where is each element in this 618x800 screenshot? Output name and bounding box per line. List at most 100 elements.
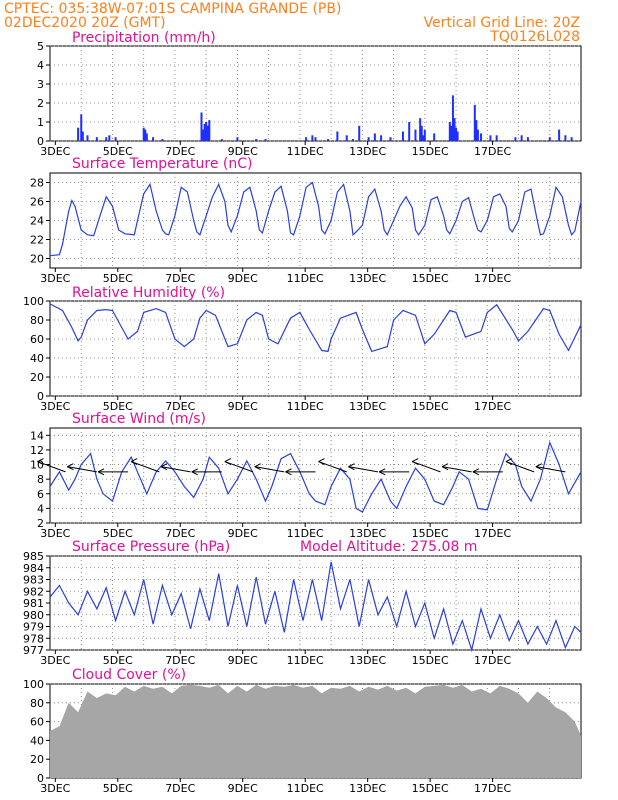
cloud-ytick-label: 0 xyxy=(37,772,44,785)
wind-arrow-head xyxy=(348,466,355,471)
precip-bar xyxy=(80,114,83,141)
pres-ytick-label: 983 xyxy=(23,574,44,587)
cloud-ytick-label: 40 xyxy=(30,734,44,747)
precip-bar xyxy=(373,133,376,141)
header-grid-info: Vertical Grid Line: 20Z xyxy=(424,15,580,31)
pres-xtick-label: 15DEC xyxy=(412,654,449,667)
wind-arrow xyxy=(285,468,316,476)
wind-arrow-head xyxy=(160,463,168,468)
wind-ytick-label: 2 xyxy=(37,517,44,530)
precip-bar xyxy=(475,120,478,141)
wind-arrow xyxy=(378,468,410,476)
pres-xtick-label: 17DEC xyxy=(474,654,511,667)
pres-xtick-label: 3DEC xyxy=(40,654,70,667)
wind-xtick-label: 3DEC xyxy=(40,527,70,540)
header-location: CPTEC: 035:38W-07:01S CAMPINA GRANDE (PB… xyxy=(4,1,341,17)
wind-arrow-head xyxy=(472,471,480,476)
precip-bar xyxy=(476,129,479,141)
rh-xtick-label: 15DEC xyxy=(412,400,449,413)
precip-bar xyxy=(336,131,339,141)
temp-ytick-label: 28 xyxy=(30,177,44,190)
precip-ytick-label: 1 xyxy=(37,116,44,129)
wind-ytick-label: 8 xyxy=(37,473,44,486)
wind-arrow-shaft xyxy=(160,466,191,473)
temp-xtick-label: 13DEC xyxy=(349,272,386,285)
rh-xtick-label: 7DEC xyxy=(165,400,195,413)
precip-bar xyxy=(450,125,453,141)
precip-bar xyxy=(414,129,417,141)
wind-arrow xyxy=(224,458,254,473)
cloud-xtick-label: 15DEC xyxy=(412,782,449,795)
precip-bar xyxy=(455,127,458,141)
wind-arrow xyxy=(412,458,441,473)
rh-xtick-label: 5DEC xyxy=(103,400,133,413)
temp-xtick-label: 3DEC xyxy=(40,272,70,285)
wind-arrow-shaft xyxy=(348,466,379,473)
precip-bar xyxy=(564,135,567,141)
precip-xtick-label: 15DEC xyxy=(412,145,449,158)
precip-bar xyxy=(548,137,551,141)
precip-ytick-label: 5 xyxy=(37,40,44,53)
wind-arrow-head xyxy=(285,468,292,473)
wind-xtick-label: 7DEC xyxy=(165,527,195,540)
precip-bar xyxy=(423,129,426,141)
cloud-area xyxy=(50,684,581,778)
precip-bar xyxy=(152,137,155,141)
rh-title: Relative Humidity (%) xyxy=(72,285,225,301)
precip-bar xyxy=(326,139,329,141)
precip-bar xyxy=(367,137,370,141)
precip-bar xyxy=(448,122,451,141)
precip-bar xyxy=(311,135,314,141)
wind-arrow-head xyxy=(505,461,513,466)
wind-frame xyxy=(49,427,582,524)
wind-arrow-shaft xyxy=(254,466,285,473)
wind-arrow xyxy=(191,468,222,476)
precip-bar xyxy=(208,120,211,141)
precip-bar xyxy=(419,118,422,141)
wind-series-line xyxy=(49,440,582,513)
wind-xtick-label: 15DEC xyxy=(412,527,449,540)
precip-bar xyxy=(255,139,258,141)
wind-arrow-head xyxy=(191,468,199,473)
rh-xtick-label: 9DEC xyxy=(228,400,258,413)
wind-arrow-head xyxy=(318,461,325,466)
precip-bar xyxy=(401,131,404,141)
wind-arrow-head xyxy=(254,463,261,468)
temp-ytick-label: 26 xyxy=(30,196,44,209)
wind-arrow-shaft xyxy=(535,466,566,473)
wind-arrow-head xyxy=(130,458,138,463)
wind-arrow xyxy=(348,463,379,473)
precip-bar xyxy=(105,137,108,141)
rh-ytick-label: 40 xyxy=(30,352,44,365)
pres-xtick-label: 9DEC xyxy=(228,654,258,667)
precip-bar xyxy=(358,125,361,141)
precip-ytick-label: 0 xyxy=(37,135,44,148)
rh-ytick-label: 100 xyxy=(23,295,44,308)
precip-bar xyxy=(114,137,117,141)
precip-bar xyxy=(95,137,98,141)
wind-arrow-head xyxy=(191,471,199,476)
pres-ytick-label: 977 xyxy=(23,644,44,657)
wind-arrow-head xyxy=(67,466,74,471)
wind-arrow-head xyxy=(472,468,480,473)
wind-arrow-head xyxy=(378,471,386,476)
cloud-xtick-label: 9DEC xyxy=(228,782,258,795)
cloud-ytick-label: 20 xyxy=(30,753,44,766)
header-date: 02DEC2020 20Z (GMT) xyxy=(4,15,166,31)
rh-ytick-label: 20 xyxy=(30,371,44,384)
cloud-xtick-label: 17DEC xyxy=(474,782,511,795)
wind-arrow-head xyxy=(441,466,449,471)
precip-bar xyxy=(489,135,492,141)
pres-xtick-label: 5DEC xyxy=(103,654,133,667)
wind-xtick-label: 11DEC xyxy=(287,527,324,540)
precip-bar xyxy=(514,137,517,141)
rh-xtick-label: 13DEC xyxy=(349,400,386,413)
wind-arrow-shaft xyxy=(442,466,472,473)
temp-series-line xyxy=(49,181,582,257)
wind-arrow-head xyxy=(285,471,292,476)
wind-arrow-shaft xyxy=(37,461,66,473)
cloud-xtick-label: 3DEC xyxy=(40,782,70,795)
wind-arrow-head xyxy=(535,463,543,468)
precip-bar xyxy=(161,139,164,141)
cloud-ytick-label: 100 xyxy=(23,678,44,691)
